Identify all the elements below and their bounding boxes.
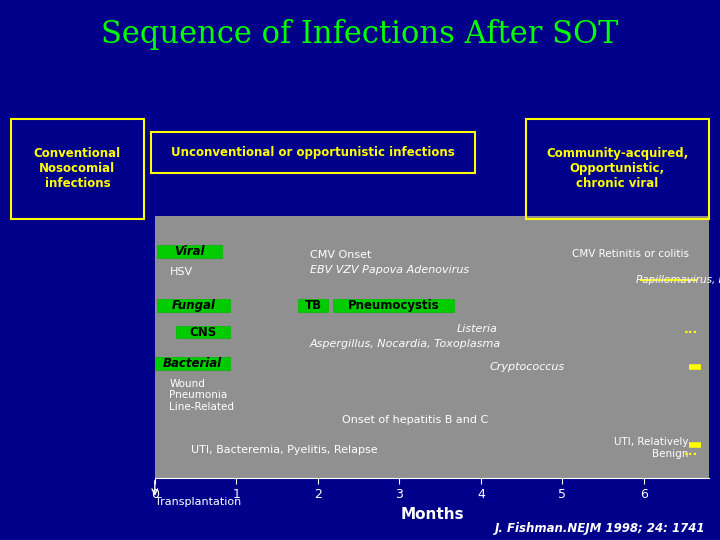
Text: UTI, Relatively
Benign: UTI, Relatively Benign — [614, 437, 689, 458]
Text: CNS: CNS — [189, 326, 217, 339]
X-axis label: Months: Months — [400, 507, 464, 522]
Text: Papillomavirus, PTLD: Papillomavirus, PTLD — [636, 275, 720, 285]
Text: TB: TB — [305, 299, 322, 312]
FancyBboxPatch shape — [155, 356, 230, 370]
Text: Sequence of Infections After SOT: Sequence of Infections After SOT — [102, 19, 618, 50]
Text: CMV Onset: CMV Onset — [310, 250, 371, 260]
Text: CMV Retinitis or colitis: CMV Retinitis or colitis — [572, 249, 689, 259]
Text: Onset of hepatitis B and C: Onset of hepatitis B and C — [342, 415, 489, 426]
Text: ···: ··· — [684, 326, 698, 339]
FancyBboxPatch shape — [157, 245, 222, 259]
Text: Transplantation: Transplantation — [155, 497, 241, 507]
Text: EBV VZV Papova Adenovirus: EBV VZV Papova Adenovirus — [310, 265, 469, 275]
Text: J. Fishman.NEJM 1998; 24: 1741: J. Fishman.NEJM 1998; 24: 1741 — [495, 522, 706, 535]
Text: Listeria: Listeria — [456, 323, 498, 334]
Text: Bacterial: Bacterial — [163, 357, 222, 370]
FancyBboxPatch shape — [157, 299, 230, 312]
Text: Cryptococcus: Cryptococcus — [489, 362, 564, 372]
FancyBboxPatch shape — [333, 299, 454, 312]
Text: Pneumocystis: Pneumocystis — [348, 299, 439, 312]
FancyBboxPatch shape — [176, 326, 230, 338]
Text: Conventional
Nosocomial
infections: Conventional Nosocomial infections — [34, 147, 121, 190]
Text: ···: ··· — [684, 448, 698, 461]
Text: Aspergillus, Nocardia, Toxoplasma: Aspergillus, Nocardia, Toxoplasma — [310, 339, 501, 349]
Text: Community-acquired,
Opportunistic,
chronic viral: Community-acquired, Opportunistic, chron… — [546, 147, 688, 190]
Text: Viral: Viral — [174, 245, 204, 258]
FancyBboxPatch shape — [298, 299, 328, 312]
Text: UTI, Bacteremia, Pyelitis, Relapse: UTI, Bacteremia, Pyelitis, Relapse — [192, 446, 378, 455]
Text: Unconventional or opportunistic infections: Unconventional or opportunistic infectio… — [171, 146, 455, 159]
Text: HSV: HSV — [169, 267, 193, 278]
Text: Fungal: Fungal — [171, 299, 215, 312]
Text: Wound
Pneumonia
Line-Related: Wound Pneumonia Line-Related — [169, 379, 235, 412]
